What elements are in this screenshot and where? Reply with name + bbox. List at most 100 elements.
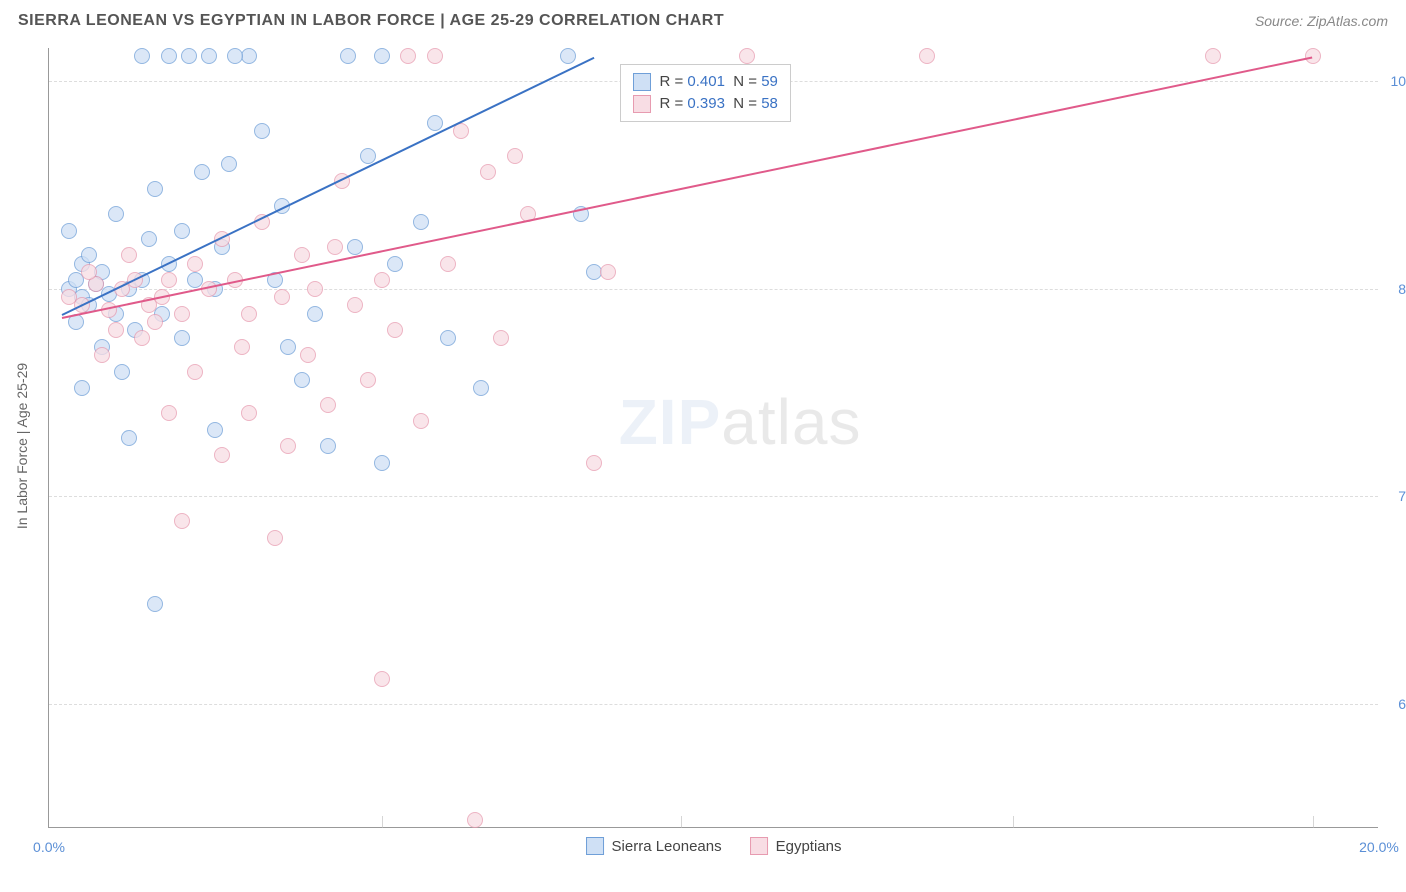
data-point	[440, 256, 456, 272]
data-point	[493, 330, 509, 346]
legend-swatch	[633, 73, 651, 91]
legend-item: Egyptians	[750, 837, 842, 855]
data-point	[121, 430, 137, 446]
data-point	[320, 397, 336, 413]
data-point	[234, 339, 250, 355]
stats-legend: R = 0.401 N = 59R = 0.393 N = 58	[620, 64, 790, 122]
data-point	[134, 330, 150, 346]
legend-swatch	[586, 837, 604, 855]
data-point	[919, 48, 935, 64]
x-tick	[681, 816, 682, 828]
y-tick-label: 75.0%	[1383, 488, 1406, 504]
data-point	[81, 247, 97, 263]
data-point	[114, 364, 130, 380]
data-point	[187, 364, 203, 380]
data-point	[174, 513, 190, 529]
data-point	[267, 530, 283, 546]
data-point	[507, 148, 523, 164]
trend-line	[62, 56, 595, 315]
scatter-plot: ZIPatlas 62.5%75.0%87.5%100.0%0.0%20.0%R…	[48, 48, 1378, 828]
data-point	[81, 264, 97, 280]
legend-swatch	[633, 95, 651, 113]
data-point	[400, 48, 416, 64]
x-tick-label: 0.0%	[33, 839, 65, 855]
source-label: Source: ZipAtlas.com	[1255, 13, 1388, 29]
data-point	[374, 48, 390, 64]
data-point	[241, 405, 257, 421]
gridline-h	[49, 289, 1378, 290]
data-point	[387, 322, 403, 338]
gridline-h	[49, 496, 1378, 497]
data-point	[294, 247, 310, 263]
data-point	[280, 339, 296, 355]
data-point	[300, 347, 316, 363]
series-legend: Sierra Leoneans Egyptians	[586, 837, 842, 855]
data-point	[480, 164, 496, 180]
legend-label: Egyptians	[776, 838, 842, 855]
legend-item: Sierra Leoneans	[586, 837, 722, 855]
legend-swatch	[750, 837, 768, 855]
data-point	[121, 247, 137, 263]
x-tick-label: 20.0%	[1359, 839, 1399, 855]
data-point	[254, 123, 270, 139]
legend-row: R = 0.393 N = 58	[633, 93, 777, 115]
data-point	[147, 181, 163, 197]
data-point	[207, 422, 223, 438]
y-tick-label: 62.5%	[1383, 696, 1406, 712]
data-point	[181, 48, 197, 64]
y-tick-label: 100.0%	[1383, 73, 1406, 89]
data-point	[174, 223, 190, 239]
data-point	[307, 306, 323, 322]
data-point	[387, 256, 403, 272]
data-point	[161, 48, 177, 64]
data-point	[214, 447, 230, 463]
data-point	[221, 156, 237, 172]
data-point	[187, 256, 203, 272]
data-point	[427, 115, 443, 131]
data-point	[194, 164, 210, 180]
data-point	[147, 314, 163, 330]
data-point	[347, 239, 363, 255]
data-point	[340, 48, 356, 64]
data-point	[327, 239, 343, 255]
legend-row: R = 0.401 N = 59	[633, 71, 777, 93]
data-point	[427, 48, 443, 64]
data-point	[413, 214, 429, 230]
data-point	[467, 812, 483, 828]
data-point	[320, 438, 336, 454]
data-point	[600, 264, 616, 280]
gridline-h	[49, 704, 1378, 705]
data-point	[141, 231, 157, 247]
data-point	[174, 306, 190, 322]
data-point	[374, 272, 390, 288]
data-point	[1305, 48, 1321, 64]
y-tick-label: 87.5%	[1383, 281, 1406, 297]
data-point	[586, 455, 602, 471]
data-point	[360, 148, 376, 164]
x-tick	[382, 816, 383, 828]
data-point	[61, 223, 77, 239]
data-point	[1205, 48, 1221, 64]
data-point	[147, 596, 163, 612]
data-point	[280, 438, 296, 454]
chart-title: SIERRA LEONEAN VS EGYPTIAN IN LABOR FORC…	[18, 12, 724, 30]
legend-label: Sierra Leoneans	[612, 838, 722, 855]
data-point	[347, 297, 363, 313]
data-point	[274, 289, 290, 305]
data-point	[739, 48, 755, 64]
data-point	[307, 281, 323, 297]
data-point	[174, 330, 190, 346]
data-point	[473, 380, 489, 396]
watermark: ZIPatlas	[619, 385, 862, 459]
data-point	[161, 272, 177, 288]
x-tick	[1313, 816, 1314, 828]
data-point	[74, 380, 90, 396]
data-point	[374, 455, 390, 471]
data-point	[374, 671, 390, 687]
data-point	[227, 48, 243, 64]
data-point	[108, 206, 124, 222]
data-point	[134, 48, 150, 64]
data-point	[161, 405, 177, 421]
y-axis-label: In Labor Force | Age 25-29	[14, 363, 30, 529]
data-point	[560, 48, 576, 64]
